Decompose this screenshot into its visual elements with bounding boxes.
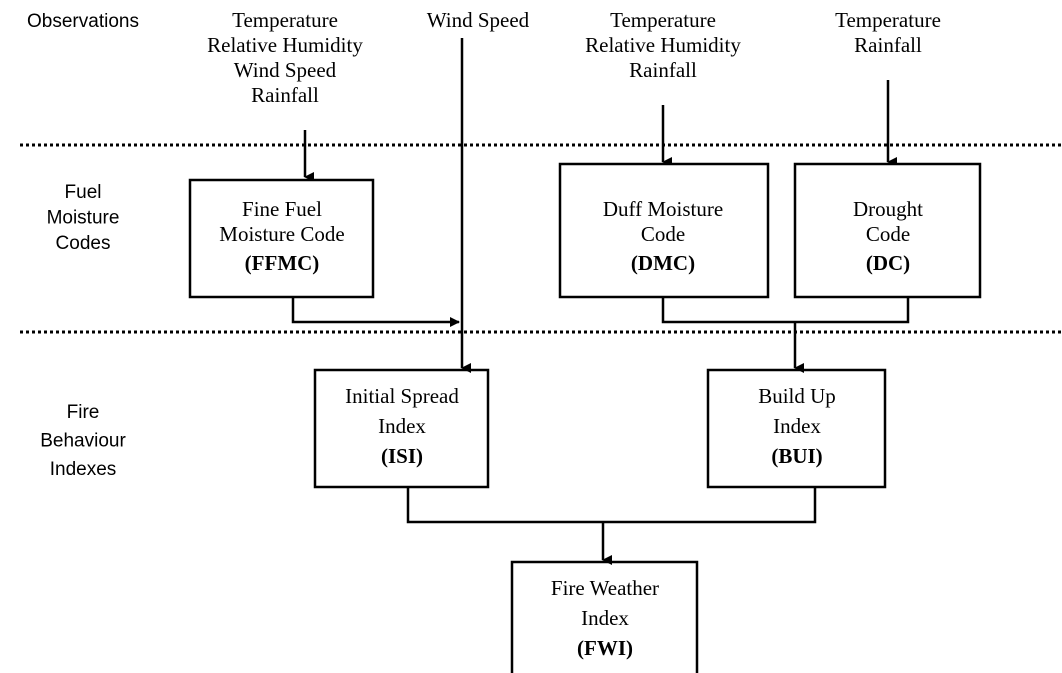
observation: Rainfall [251,83,319,107]
row-label: Fuel [65,182,102,203]
observation: Temperature [610,8,716,32]
observation: Rainfall [629,58,697,82]
node-label: Index [773,414,821,438]
node-abbr: (DC) [866,251,910,275]
observation: Temperature [835,8,941,32]
row-label: Codes [56,233,111,254]
node-label: Code [641,222,685,246]
node-box [793,162,982,299]
observation: Temperature [232,8,338,32]
row-label: Observations [27,11,139,32]
row-label: Fire [67,402,100,423]
observation: Relative Humidity [585,33,741,57]
node-box [188,178,375,299]
connector [406,487,817,524]
node-abbr: (FWI) [577,636,633,660]
connector [661,297,910,324]
node-label: Index [581,606,629,630]
node-box [558,162,770,299]
row-label: Indexes [50,459,117,480]
node-label: Duff Moisture [603,197,723,221]
observation: Rainfall [854,33,922,57]
node-label: Fine Fuel [242,197,322,221]
observation: Wind Speed [427,8,530,32]
node-label: Build Up [758,384,836,408]
node-abbr: (FFMC) [245,251,320,275]
observation: Wind Speed [234,58,337,82]
row-label: Behaviour [40,431,126,452]
node-abbr: (ISI) [381,444,423,468]
node-abbr: (BUI) [771,444,822,468]
node-abbr: (DMC) [631,251,695,275]
connector [291,297,460,327]
node-label: Drought [853,197,923,221]
node-box [706,368,887,489]
node-label: Fire Weather [551,576,659,600]
node-label: Index [378,414,426,438]
node-label: Initial Spread [345,384,459,408]
node-box [313,368,490,489]
row-label: Moisture [47,208,120,229]
node-label: Moisture Code [219,222,344,246]
node-label: Code [866,222,910,246]
observation: Relative Humidity [207,33,363,57]
